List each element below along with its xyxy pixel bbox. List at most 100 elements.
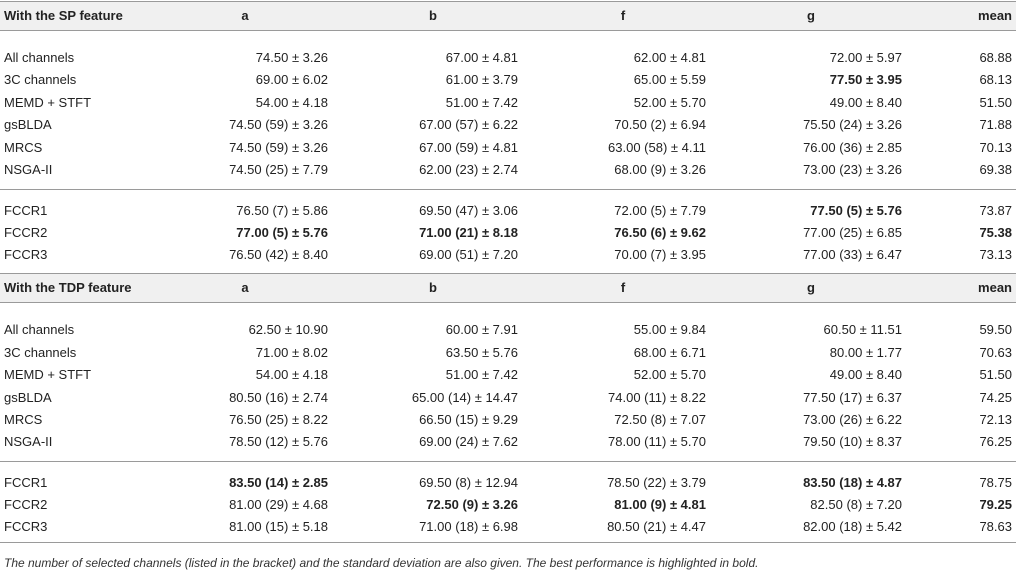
cell-mean: 69.38: [979, 162, 1012, 177]
cell-b: 65.00 (14) ± 14.47: [411, 390, 518, 405]
cell-a: 78.50 (12) ± 5.76: [229, 434, 328, 449]
cell-mean: 72.13: [979, 412, 1012, 427]
column-header-mean: mean: [978, 8, 1012, 23]
cell-f: 65.00 ± 5.59: [633, 72, 706, 87]
header-rule: [0, 302, 1016, 303]
cell-a: 80.50 (16) ± 2.74: [229, 390, 328, 405]
row-label: FCCR1: [4, 475, 48, 490]
table-row: FCCR3 76.50 (42) ± 8.40 69.00 (51) ± 7.2…: [0, 244, 1016, 266]
cell-f: 52.00 ± 5.70: [633, 95, 706, 110]
cell-f: 52.00 ± 5.70: [633, 367, 706, 382]
cell-a: 54.00 ± 4.18: [255, 367, 328, 382]
cell-f: 68.00 ± 6.71: [633, 345, 706, 360]
cell-g: 79.50 (10) ± 8.37: [803, 434, 902, 449]
cell-mean: 68.88: [979, 50, 1012, 65]
column-header-f: f: [620, 8, 626, 23]
cell-f: 55.00 ± 9.84: [633, 322, 706, 337]
row-label: All channels: [4, 50, 75, 65]
table-row: MEMD + STFT 54.00 ± 4.18 51.00 ± 7.42 52…: [0, 92, 1016, 114]
table-row: NSGA-II 78.50 (12) ± 5.76 69.00 (24) ± 7…: [0, 431, 1016, 453]
row-label: All channels: [4, 322, 75, 337]
cell-f: 72.50 (8) ± 7.07: [614, 412, 706, 427]
cell-mean: 51.50: [979, 367, 1012, 382]
cell-mean: 78.63: [979, 519, 1012, 534]
cell-b: 72.50 (9) ± 3.26: [426, 497, 518, 512]
table-row: gsBLDA 74.50 (59) ± 3.26 67.00 (57) ± 6.…: [0, 114, 1016, 136]
table-row: FCCR1 76.50 (7) ± 5.86 69.50 (47) ± 3.06…: [0, 200, 1016, 222]
row-label: MRCS: [4, 412, 43, 427]
section-title: With the TDP feature: [4, 280, 132, 295]
table-row: MRCS 76.50 (25) ± 8.22 66.50 (15) ± 9.29…: [0, 409, 1016, 431]
cell-g: 77.00 (33) ± 6.47: [803, 247, 902, 262]
cell-b: 69.00 (24) ± 7.62: [419, 434, 518, 449]
cell-mean: 78.75: [979, 475, 1012, 490]
cell-g: 49.00 ± 8.40: [829, 95, 902, 110]
table-row: 3C channels 69.00 ± 6.02 61.00 ± 3.79 65…: [0, 69, 1016, 91]
column-header-a: a: [241, 8, 249, 23]
cell-f: 81.00 (9) ± 4.81: [614, 497, 706, 512]
cell-f: 70.50 (2) ± 6.94: [614, 117, 706, 132]
cell-a: 74.50 ± 3.26: [255, 50, 328, 65]
header-band: [0, 274, 1016, 302]
section-title: With the SP feature: [4, 8, 123, 23]
cell-a: 54.00 ± 4.18: [255, 95, 328, 110]
cell-f: 70.00 (7) ± 3.95: [614, 247, 706, 262]
row-label: NSGA-II: [4, 434, 53, 449]
section-header-sp: With the SP feature a b f g mean: [0, 5, 1016, 27]
cell-g: 77.50 (5) ± 5.76: [810, 203, 902, 218]
cell-f: 76.50 (6) ± 9.62: [614, 225, 706, 240]
cell-g: 77.50 ± 3.95: [829, 72, 902, 87]
table-row: FCCR2 77.00 (5) ± 5.76 71.00 (21) ± 8.18…: [0, 222, 1016, 244]
group-rule: [0, 189, 1016, 190]
column-header-f: f: [620, 280, 626, 295]
cell-f: 78.50 (22) ± 3.79: [607, 475, 706, 490]
cell-f: 72.00 (5) ± 7.79: [614, 203, 706, 218]
cell-b: 71.00 (18) ± 6.98: [419, 519, 518, 534]
row-label: FCCR3: [4, 247, 48, 262]
cell-b: 51.00 ± 7.42: [445, 95, 518, 110]
cell-b: 61.00 ± 3.79: [445, 72, 518, 87]
column-header-a: a: [241, 280, 249, 295]
section-header-tdp: With the TDP feature a b f g mean: [0, 277, 1016, 299]
cell-b: 69.50 (8) ± 12.94: [419, 475, 518, 490]
table-row: gsBLDA 80.50 (16) ± 2.74 65.00 (14) ± 14…: [0, 387, 1016, 409]
cell-mean: 73.87: [979, 203, 1012, 218]
cell-a: 74.50 (25) ± 7.79: [229, 162, 328, 177]
cell-b: 63.50 ± 5.76: [445, 345, 518, 360]
row-label: 3C channels: [4, 345, 77, 360]
cell-a: 76.50 (7) ± 5.86: [236, 203, 328, 218]
cell-mean: 71.88: [979, 117, 1012, 132]
column-header-b: b: [429, 280, 437, 295]
table-row: NSGA-II 74.50 (25) ± 7.79 62.00 (23) ± 2…: [0, 159, 1016, 181]
cell-a: 74.50 (59) ± 3.26: [229, 117, 328, 132]
cell-g: 82.50 (8) ± 7.20: [810, 497, 902, 512]
row-label: NSGA-II: [4, 162, 53, 177]
section-rule: [0, 273, 1016, 274]
table-row: All channels 74.50 ± 3.26 67.00 ± 4.81 6…: [0, 47, 1016, 69]
row-label: MRCS: [4, 140, 43, 155]
table-row: FCCR3 81.00 (15) ± 5.18 71.00 (18) ± 6.9…: [0, 516, 1016, 538]
cell-a: 81.00 (29) ± 4.68: [229, 497, 328, 512]
table-row: FCCR1 83.50 (14) ± 2.85 69.50 (8) ± 12.9…: [0, 472, 1016, 494]
cell-a: 76.50 (42) ± 8.40: [229, 247, 328, 262]
cell-b: 67.00 ± 4.81: [445, 50, 518, 65]
cell-a: 83.50 (14) ± 2.85: [229, 475, 328, 490]
cell-a: 62.50 ± 10.90: [248, 322, 328, 337]
header-band: [0, 2, 1016, 30]
cell-g: 49.00 ± 8.40: [829, 367, 902, 382]
cell-b: 51.00 ± 7.42: [445, 367, 518, 382]
cell-f: 68.00 (9) ± 3.26: [614, 162, 706, 177]
cell-f: 62.00 ± 4.81: [633, 50, 706, 65]
cell-g: 83.50 (18) ± 4.87: [803, 475, 902, 490]
cell-a: 71.00 ± 8.02: [255, 345, 328, 360]
cell-g: 75.50 (24) ± 3.26: [803, 117, 902, 132]
cell-b: 71.00 (21) ± 8.18: [419, 225, 518, 240]
cell-a: 81.00 (15) ± 5.18: [229, 519, 328, 534]
row-label: FCCR2: [4, 497, 48, 512]
cell-a: 77.00 (5) ± 5.76: [236, 225, 328, 240]
cell-b: 66.50 (15) ± 9.29: [419, 412, 518, 427]
cell-g: 77.00 (25) ± 6.85: [803, 225, 902, 240]
table-row: FCCR2 81.00 (29) ± 4.68 72.50 (9) ± 3.26…: [0, 494, 1016, 516]
cell-g: 60.50 ± 11.51: [823, 322, 902, 337]
